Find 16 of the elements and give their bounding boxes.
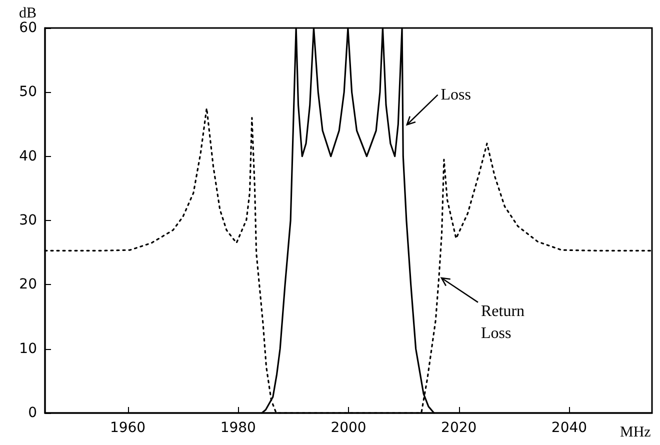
y-tick-label: 50 — [19, 84, 37, 100]
x-tick-label: 2000 — [330, 420, 366, 436]
annotation: Loss — [440, 86, 472, 104]
x-tick-label: 1980 — [220, 420, 256, 436]
y-tick-label: 10 — [19, 340, 37, 357]
x-tick-label: 2040 — [551, 420, 588, 436]
x-tick-label: 2020 — [441, 420, 477, 436]
y-tick-label: 40 — [19, 148, 37, 164]
y-tick-label: 30 — [19, 212, 37, 228]
y-axis-title: dB — [19, 6, 37, 22]
annotation: Return Loss — [481, 302, 525, 342]
y-tick-label: 20 — [19, 276, 37, 293]
x-tick-label: 1960 — [110, 420, 146, 436]
x-axis-title: MHz — [620, 424, 652, 440]
y-tick-label: 0 — [28, 405, 37, 421]
y-tick-label: 60 — [19, 20, 37, 36]
